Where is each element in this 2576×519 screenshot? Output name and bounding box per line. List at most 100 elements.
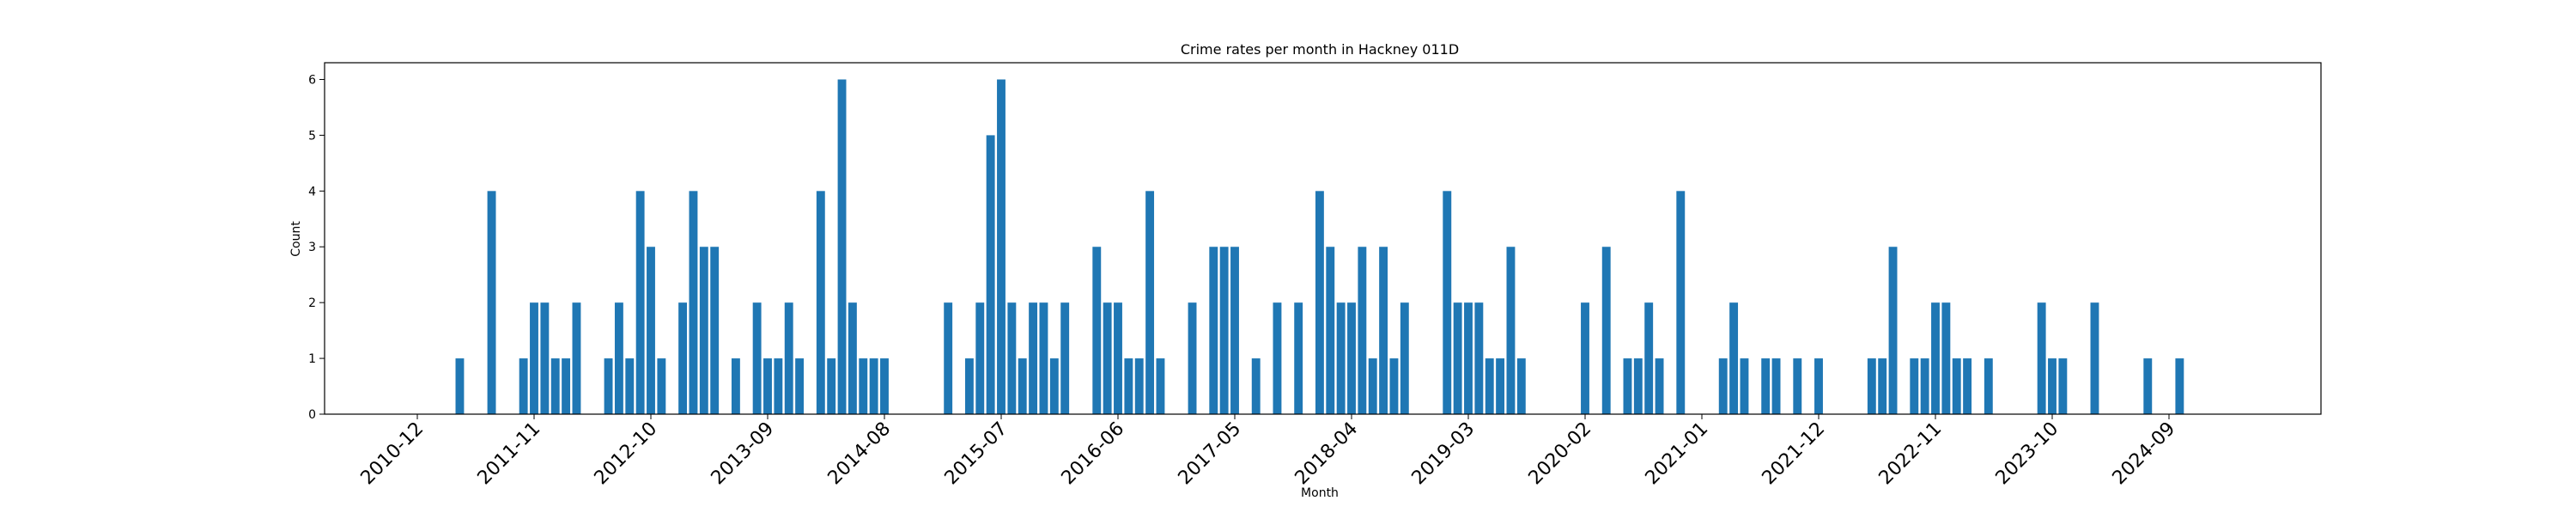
- x-tick-label: 2012-10: [591, 418, 662, 490]
- bar-2016-01: [1060, 302, 1070, 414]
- bar-2015-11: [1039, 302, 1048, 414]
- bar-2013-10: [774, 358, 783, 414]
- bar-2013-12: [795, 358, 805, 414]
- bar-2015-02: [944, 302, 953, 414]
- bar-2015-10: [1029, 302, 1038, 414]
- bar-2016-08: [1134, 358, 1144, 414]
- bar-2013-09: [763, 358, 772, 414]
- bar-2023-04: [1984, 358, 1993, 414]
- bar-2020-07: [1633, 358, 1643, 414]
- bar-2015-05: [975, 302, 985, 414]
- bar-2020-11: [1676, 191, 1686, 414]
- bar-2019-02: [1453, 302, 1462, 414]
- bar-2014-02: [816, 191, 825, 414]
- bar-2012-02: [562, 358, 571, 414]
- bar-2021-04: [1729, 302, 1739, 414]
- bar-2018-07: [1379, 247, 1388, 414]
- x-tick-label: 2023-10: [1992, 418, 2063, 490]
- bars-group: [455, 79, 2184, 414]
- bar-2019-05: [1485, 358, 1494, 414]
- bar-2019-06: [1496, 358, 1505, 414]
- bar-2013-06: [731, 358, 740, 414]
- y-axis-label: Count: [289, 221, 303, 257]
- bar-2019-03: [1464, 302, 1473, 414]
- bar-2020-04: [1601, 247, 1611, 414]
- bar-2014-06: [859, 358, 868, 414]
- bar-2022-06: [1878, 358, 1887, 414]
- x-tick-label: 2011-11: [474, 418, 545, 490]
- bar-2014-04: [837, 79, 847, 414]
- bar-2022-12: [1941, 302, 1951, 414]
- bar-2015-09: [1018, 358, 1027, 414]
- bar-2013-04: [710, 247, 720, 414]
- bar-2011-04: [455, 358, 465, 414]
- bar-2015-06: [986, 135, 995, 414]
- bar-2021-05: [1740, 358, 1749, 414]
- x-tick-label: 2021-12: [1759, 418, 1830, 490]
- bar-2014-03: [827, 358, 836, 414]
- bar-2016-04: [1092, 247, 1102, 414]
- bar-2020-02: [1581, 302, 1589, 414]
- plot-frame: [324, 62, 2322, 415]
- x-tick-label: 2020-02: [1525, 418, 1596, 490]
- bar-2017-07: [1251, 358, 1261, 414]
- bar-2013-08: [752, 302, 762, 414]
- bar-2017-09: [1273, 302, 1282, 414]
- x-tick-label: 2022-11: [1875, 418, 1947, 490]
- bar-2012-03: [572, 302, 581, 414]
- bar-2018-04: [1347, 302, 1356, 414]
- bar-2016-06: [1114, 302, 1122, 414]
- bar-2015-07: [997, 79, 1005, 414]
- bar-2023-09: [2037, 302, 2046, 414]
- y-axis: 0 1 2 3 4 5 6: [308, 73, 325, 422]
- bar-2024-10: [2175, 358, 2184, 414]
- bar-2015-08: [1007, 302, 1017, 414]
- bar-2022-07: [1888, 247, 1898, 414]
- bar-2022-05: [1867, 358, 1876, 414]
- bar-2018-06: [1368, 358, 1377, 414]
- bar-2021-10: [1793, 358, 1802, 414]
- bar-2018-02: [1326, 247, 1335, 414]
- x-tick-label: 2016-06: [1058, 418, 1129, 490]
- bar-2017-03: [1209, 247, 1218, 414]
- bar-2021-03: [1718, 358, 1728, 414]
- bar-2019-04: [1474, 302, 1484, 414]
- bar-2011-10: [519, 358, 528, 414]
- bar-2016-10: [1156, 358, 1165, 414]
- x-axis: 2010-12 2011-11 2012-10 2013-09 2014-08 2015-…: [357, 414, 2180, 490]
- bar-2023-10: [2048, 358, 2057, 414]
- bar-2014-07: [869, 358, 878, 414]
- x-tick-label: 2015-07: [941, 418, 1012, 490]
- bar-2024-02: [2090, 302, 2099, 414]
- bar-2020-09: [1655, 358, 1664, 414]
- bar-2011-07: [487, 191, 496, 414]
- bar-2012-09: [635, 191, 645, 414]
- y-tick-label: 3: [308, 241, 316, 254]
- bar-2011-12: [540, 302, 550, 414]
- y-tick-label: 5: [308, 129, 316, 143]
- bar-2018-01: [1315, 191, 1324, 414]
- bar-2019-08: [1516, 358, 1526, 414]
- x-tick-label: 2019-03: [1408, 418, 1479, 490]
- bar-2012-07: [614, 302, 623, 414]
- bar-2015-12: [1049, 358, 1059, 414]
- y-tick-label: 6: [308, 73, 316, 87]
- bar-2018-05: [1358, 247, 1367, 414]
- bar-2023-02: [1963, 358, 1972, 414]
- bar-2023-11: [2058, 358, 2068, 414]
- y-tick-label: 1: [308, 352, 316, 366]
- y-tick-label: 4: [308, 185, 316, 198]
- x-axis-label: Month: [1301, 486, 1339, 500]
- bar-2016-09: [1145, 191, 1155, 414]
- x-tick-label: 2024-09: [2109, 418, 2180, 490]
- bar-2017-04: [1219, 247, 1229, 414]
- y-tick-label: 2: [308, 296, 316, 310]
- bar-2012-01: [550, 358, 560, 414]
- bar-2021-08: [1771, 358, 1781, 414]
- bar-2019-01: [1443, 191, 1452, 414]
- bar-2022-09: [1910, 358, 1919, 414]
- bar-2020-06: [1623, 358, 1632, 414]
- bar-2018-08: [1389, 358, 1399, 414]
